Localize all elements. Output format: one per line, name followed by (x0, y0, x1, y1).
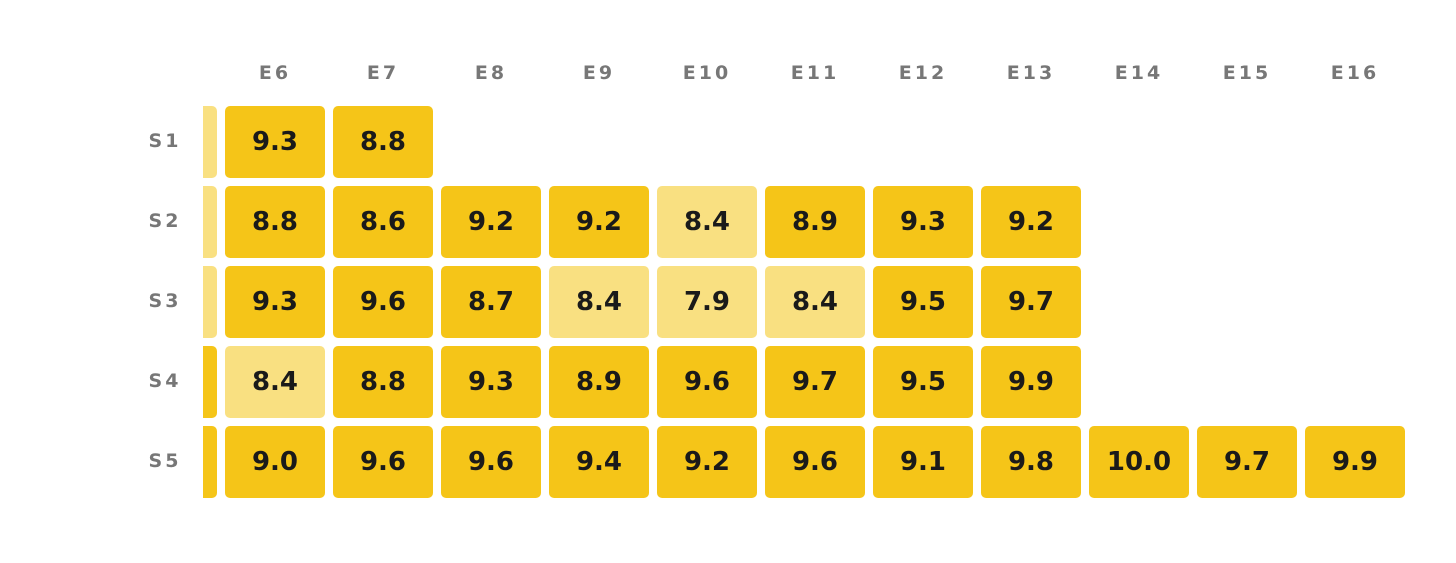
row-label: S2 (148, 210, 182, 232)
rating-cell: 9.5 (873, 346, 973, 418)
rating-cell: 9.2 (657, 426, 757, 498)
clipped-cell (203, 186, 217, 258)
rating-cell: 8.4 (657, 186, 757, 258)
column-header: E11 (790, 62, 840, 84)
row-label: S5 (148, 450, 182, 472)
rating-cell: 9.7 (1197, 426, 1297, 498)
row-label: S1 (148, 130, 182, 152)
rating-cell: 9.7 (981, 266, 1081, 338)
clipped-cell (203, 346, 217, 418)
column-header: E10 (682, 62, 732, 84)
row-label: S4 (148, 370, 182, 392)
column-header: E13 (1006, 62, 1056, 84)
column-header: E6 (258, 62, 292, 84)
rating-cell: 9.6 (765, 426, 865, 498)
clipped-cell (203, 106, 217, 178)
clipped-cell (203, 266, 217, 338)
clipped-cell (203, 426, 217, 498)
rating-cell: 9.9 (1305, 426, 1405, 498)
rating-cell: 7.9 (657, 266, 757, 338)
rating-cell: 8.6 (333, 186, 433, 258)
rating-cell: 8.7 (441, 266, 541, 338)
column-header: E7 (366, 62, 400, 84)
rating-cell: 8.4 (225, 346, 325, 418)
rating-cell: 10.0 (1089, 426, 1189, 498)
rating-cell: 9.6 (441, 426, 541, 498)
rating-cell: 9.3 (441, 346, 541, 418)
column-header: E8 (474, 62, 508, 84)
rating-cell: 8.8 (225, 186, 325, 258)
column-header: E14 (1114, 62, 1164, 84)
rating-cell: 9.2 (441, 186, 541, 258)
rating-cell: 9.2 (981, 186, 1081, 258)
rating-cell: 9.1 (873, 426, 973, 498)
column-header: E16 (1330, 62, 1380, 84)
rating-cell: 8.8 (333, 346, 433, 418)
rating-cell: 9.9 (981, 346, 1081, 418)
rating-cell: 8.9 (549, 346, 649, 418)
row-label: S3 (148, 290, 182, 312)
column-header: E15 (1222, 62, 1272, 84)
rating-cell: 9.2 (549, 186, 649, 258)
rating-cell: 9.3 (225, 266, 325, 338)
rating-cell: 9.5 (873, 266, 973, 338)
column-header: E9 (582, 62, 616, 84)
rating-cell: 9.8 (981, 426, 1081, 498)
rating-cell: 9.6 (657, 346, 757, 418)
rating-cell: 8.4 (765, 266, 865, 338)
rating-cell: 9.3 (225, 106, 325, 178)
rating-cell: 8.4 (549, 266, 649, 338)
rating-cell: 9.3 (873, 186, 973, 258)
rating-cell: 8.8 (333, 106, 433, 178)
rating-cell: 9.6 (333, 426, 433, 498)
rating-cell: 9.0 (225, 426, 325, 498)
column-header: E12 (898, 62, 948, 84)
rating-cell: 9.7 (765, 346, 865, 418)
rating-cell: 9.6 (333, 266, 433, 338)
rating-cell: 9.4 (549, 426, 649, 498)
rating-cell: 8.9 (765, 186, 865, 258)
